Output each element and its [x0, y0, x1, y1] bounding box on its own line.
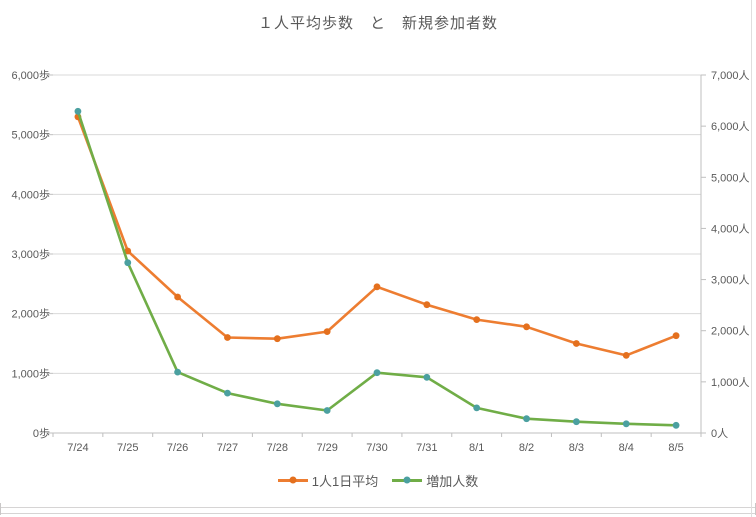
x-axis-category-label: 7/29 [316, 442, 337, 454]
x-axis-category-label: 7/28 [267, 442, 288, 454]
x-axis-category-label: 8/3 [569, 442, 584, 454]
x-axis-category-label: 7/27 [217, 442, 238, 454]
legend-item-average-steps[interactable]: 1人1日平均 [277, 471, 379, 490]
data-point-new-participants[interactable] [423, 373, 431, 381]
spreadsheet-cell-edge [0, 503, 1, 515]
x-axis-category-label: 7/31 [416, 442, 437, 454]
data-point-average-steps[interactable] [273, 335, 281, 343]
data-point-average-steps[interactable] [672, 332, 680, 340]
right-axis-tick-label: 5,000人 [711, 171, 750, 184]
data-point-new-participants[interactable] [323, 407, 331, 414]
legend-item-new-participants[interactable]: 増加人数 [392, 471, 478, 490]
data-point-average-steps[interactable] [423, 301, 431, 309]
data-point-new-participants[interactable] [373, 369, 381, 377]
right-axis-tick-label: 6,000人 [711, 120, 750, 133]
right-axis-tick-label: 1,000人 [711, 376, 750, 389]
series-line-new-participants[interactable] [76, 110, 678, 427]
left-axis-tick-label: 6,000歩 [11, 68, 50, 82]
left-axis-tick-label: 4,000歩 [11, 187, 50, 201]
spreadsheet-column-gridline [751, 0, 752, 517]
left-axis-tick-label: 5,000歩 [11, 128, 50, 142]
data-point-average-steps[interactable] [572, 340, 580, 347]
right-axis-tick-label: 2,000人 [711, 325, 750, 338]
data-point-average-steps[interactable] [224, 334, 231, 341]
data-point-average-steps[interactable] [523, 323, 530, 331]
x-axis-category-label: 7/25 [117, 442, 138, 454]
plot-area: 0歩 1,000歩 2,000歩 3,000歩 4,000歩 5,000歩 6,000歩 0人… [11, 68, 750, 454]
right-axis-tick-label: 7,000人 [711, 69, 750, 82]
x-axis-category-label: 8/4 [619, 442, 634, 454]
legend-label-average-steps: 1人1日平均 [311, 473, 379, 489]
data-point-new-participants[interactable] [273, 400, 281, 408]
chart-title: １人平均歩数 と 新規参加者数 [257, 15, 498, 32]
left-axis-tick-label: 1,000歩 [11, 366, 50, 380]
data-point-new-participants[interactable] [224, 389, 231, 397]
x-axis-category-label: 7/30 [366, 442, 387, 454]
data-point-new-participants[interactable] [572, 418, 580, 426]
data-point-average-steps[interactable] [124, 247, 132, 255]
data-point-new-participants[interactable] [74, 107, 82, 115]
right-axis-tick-label: 4,000人 [711, 222, 750, 235]
left-axis-tick-label: 3,000歩 [11, 247, 50, 261]
data-point-new-participants[interactable] [174, 368, 182, 376]
green-line-marker-icon [392, 476, 423, 484]
left-axis-tick-label: 2,000歩 [11, 307, 50, 321]
data-point-new-participants[interactable] [124, 259, 132, 267]
x-axis-category-label: 8/5 [668, 442, 683, 454]
data-point-average-steps[interactable] [174, 293, 182, 301]
legend: 1人1日平均 増加人数 [0, 468, 756, 492]
right-axis-tick-label: 3,000人 [711, 274, 750, 287]
data-point-new-participants[interactable] [473, 404, 481, 412]
x-axis-category-label: 7/24 [67, 442, 88, 454]
x-axis-category-label: 7/26 [167, 442, 188, 454]
spreadsheet-row-gridline [0, 507, 756, 508]
left-axis-tick-label: 0歩 [33, 426, 50, 440]
data-point-new-participants[interactable] [622, 420, 630, 428]
data-point-new-participants[interactable] [672, 421, 680, 429]
x-axis-category-label: 8/2 [519, 442, 534, 454]
legend-label-new-participants: 増加人数 [426, 473, 479, 489]
data-point-average-steps[interactable] [373, 283, 381, 291]
data-point-average-steps[interactable] [323, 328, 331, 335]
data-point-average-steps[interactable] [622, 352, 630, 359]
spreadsheet-row-gridline [0, 513, 756, 514]
x-axis-category-label: 8/1 [469, 442, 484, 454]
data-point-average-steps[interactable] [473, 316, 481, 323]
data-point-new-participants[interactable] [523, 415, 530, 423]
orange-line-marker-icon [277, 476, 308, 484]
series-line-average-steps[interactable] [76, 115, 678, 357]
right-axis-tick-label: 0人 [711, 427, 728, 440]
